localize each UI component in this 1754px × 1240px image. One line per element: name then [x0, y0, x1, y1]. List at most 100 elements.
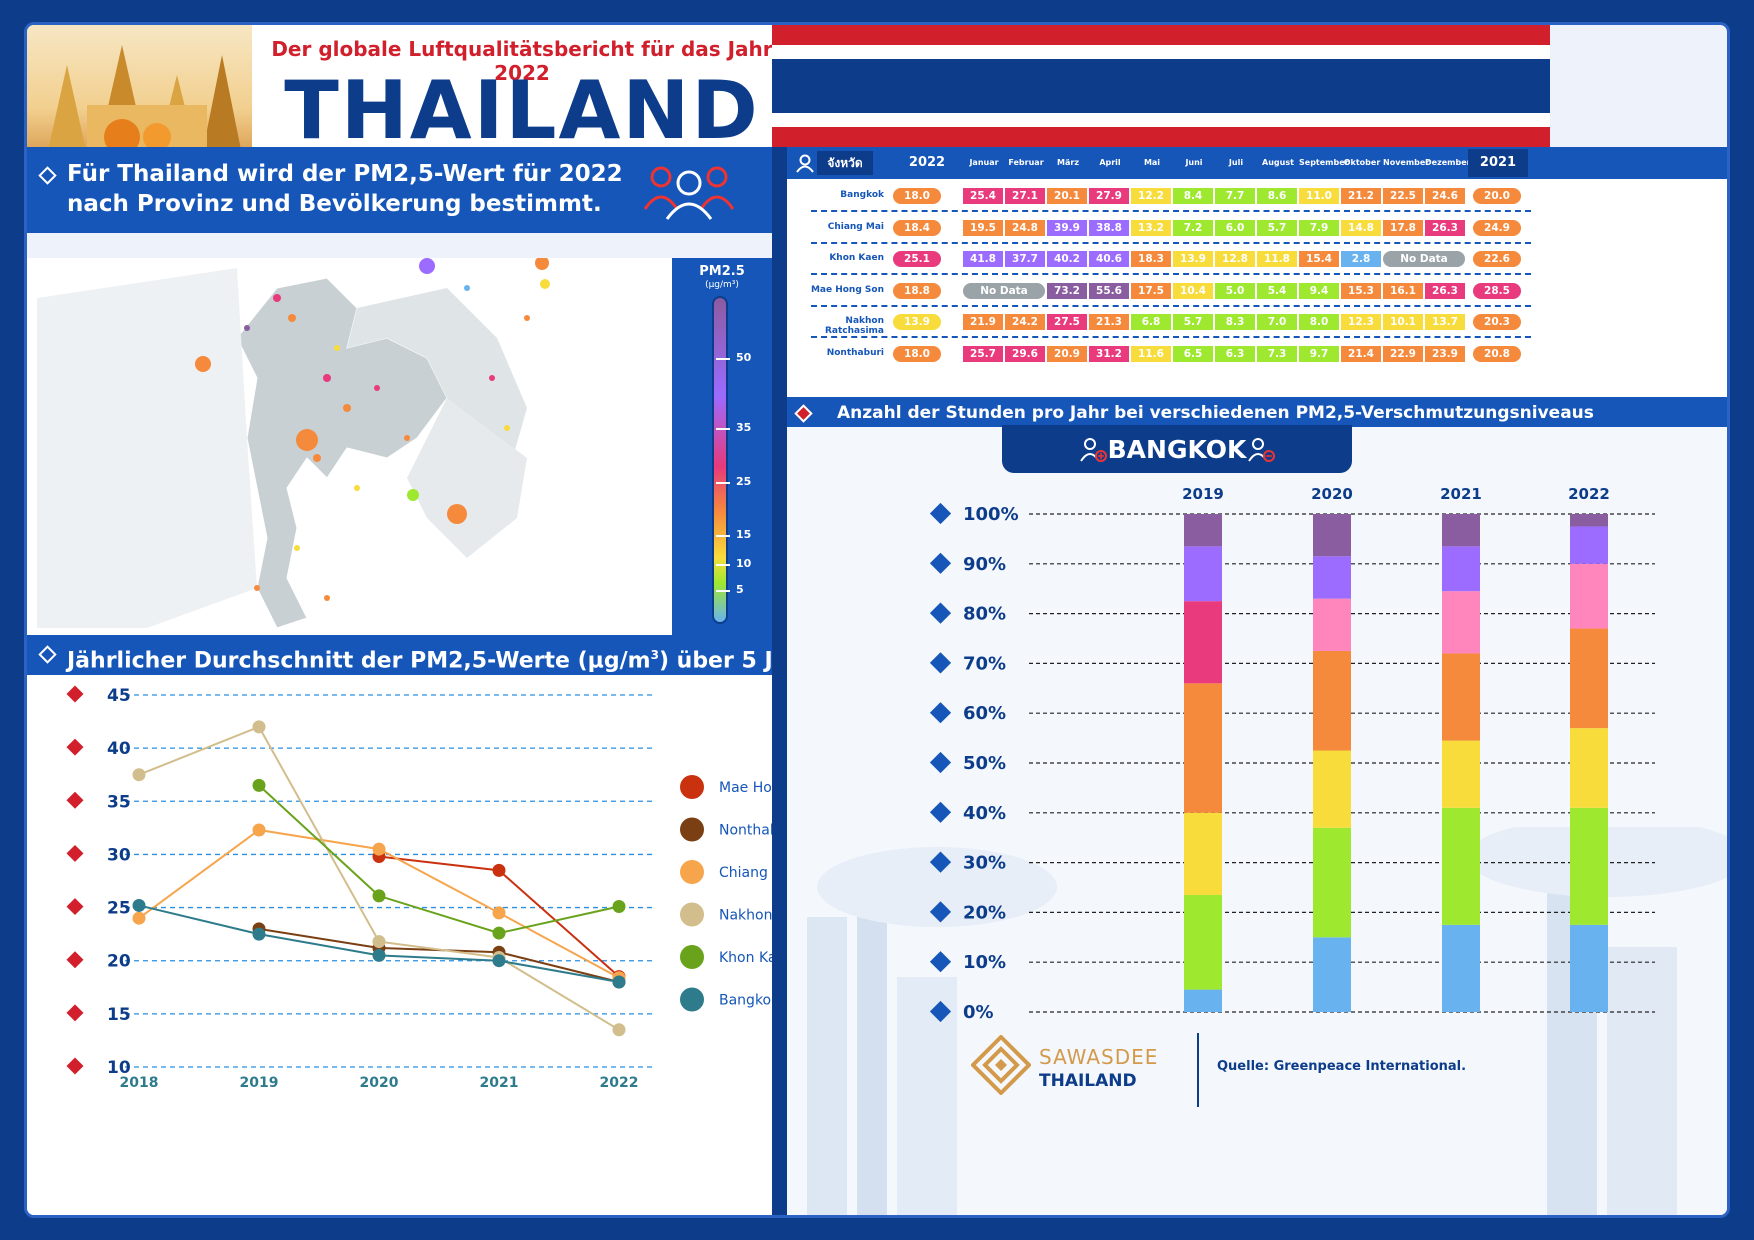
monthly-value: 5.0: [1215, 282, 1255, 299]
bar-segment: [1442, 740, 1480, 808]
monthly-value: 29.6: [1005, 345, 1045, 362]
data-point: [372, 889, 386, 903]
monthly-value: 24.6: [1425, 188, 1465, 204]
map-station-dot: [464, 285, 470, 291]
data-point: [132, 768, 146, 782]
monthly-value: 22.9: [1383, 345, 1423, 362]
monthly-value: 37.7: [1005, 251, 1045, 267]
bar-segment: [1570, 526, 1608, 564]
month-header: Februar: [1008, 158, 1044, 167]
x-tick-label: 2019: [1182, 485, 1224, 503]
map-station-dot: [313, 454, 321, 462]
y-tick-label: 90%: [963, 554, 1006, 575]
bar-segment: [1184, 601, 1222, 684]
legend-tick-mark: [716, 358, 730, 360]
map-station-dot: [524, 315, 530, 321]
line-heading-text: Jährlicher Durchschnitt der PM2,5-Werte …: [67, 648, 588, 674]
hours-heading-text: Anzahl der Stunden pro Jahr bei verschie…: [837, 403, 1594, 423]
sawasdee-logo-icon: [971, 1035, 1031, 1095]
row-separator: [811, 241, 1531, 244]
map-section-heading: Für Thailand wird der PM2,5-Wert für 202…: [27, 147, 772, 233]
bar-segment: [1184, 683, 1222, 813]
thailand-map: [37, 256, 550, 629]
bar-segment: [1570, 807, 1608, 925]
data-point: [252, 720, 266, 734]
legend-tick-label: 15: [736, 528, 752, 541]
monthly-value: 5.4: [1257, 282, 1297, 299]
y-tick-label: 10: [107, 1058, 131, 1078]
monthly-value: 13.9: [1173, 251, 1213, 267]
bar-segment: [1570, 728, 1608, 808]
legend-tick-label: 5: [736, 583, 744, 596]
monthly-value: 2.8: [1341, 251, 1381, 267]
thai-flag: [772, 25, 1550, 147]
monthly-value: 21.4: [1341, 345, 1381, 362]
bar-segment: [1313, 650, 1351, 751]
monthly-value: 41.8: [963, 251, 1003, 267]
map-heading-line1: Für Thailand wird der PM2,5-Wert für 202…: [67, 161, 623, 187]
tick-diamond-icon: [66, 844, 84, 862]
legend-tick-mark: [716, 590, 730, 592]
province-name: Khon Kaen: [829, 253, 884, 263]
tick-diamond-icon: [929, 552, 952, 574]
monthly-value: 24.2: [1005, 314, 1045, 330]
legend-swatch: [680, 775, 704, 799]
row-separator: [811, 336, 1531, 338]
diamond-icon: [38, 166, 57, 185]
monthly-value: 26.3: [1425, 219, 1465, 236]
map-station-dot: [489, 375, 495, 381]
legend-tick-label: 25: [736, 475, 752, 488]
tick-diamond-icon: [929, 901, 952, 923]
data-point: [252, 927, 266, 941]
monthly-value: 14.8: [1341, 219, 1381, 236]
tick-diamond-icon: [929, 1000, 952, 1023]
monthly-value: 7.0: [1257, 314, 1297, 330]
data-point: [132, 898, 146, 912]
monthly-value: 9.7: [1299, 345, 1339, 362]
province-name: Chiang Mai: [827, 221, 884, 232]
temple-icon: [47, 45, 242, 155]
y-tick-label: 10%: [963, 952, 1006, 973]
monthly-value: 15.3: [1341, 282, 1381, 299]
bar-segment: [1313, 514, 1351, 557]
y-tick-label: 30%: [963, 853, 1006, 874]
value-2022: 18.0: [893, 345, 941, 362]
data-point: [132, 911, 146, 925]
line-heading-sup: 3: [650, 648, 659, 662]
monthly-value: 31.2: [1089, 345, 1129, 362]
y-tick-label: 40%: [963, 803, 1006, 824]
legend-swatch: [680, 902, 704, 927]
data-point: [492, 863, 506, 877]
monthly-table: จังหวัด 2022 Januar Februar März April Mai Ju…: [787, 147, 1727, 397]
y-tick-label: 20: [107, 952, 131, 972]
legend-scale-bar: [712, 296, 728, 624]
monthly-value: No Data: [963, 282, 1045, 299]
x-tick-label: 2022: [600, 1075, 639, 1091]
map-station-dot: [324, 595, 330, 601]
monthly-value: 22.5: [1383, 188, 1423, 204]
legend-tick-mark: [716, 482, 730, 484]
infographic-frame: Der globale Luftqualitätsbericht für das…: [24, 22, 1730, 1218]
map-station-dot: [296, 429, 318, 451]
data-point: [612, 1023, 626, 1037]
data-point: [252, 823, 266, 837]
legend-unit: (µg/m³): [705, 280, 739, 290]
legend-tick-mark: [716, 564, 730, 566]
legend-entry: Khon Kaen: [719, 950, 772, 966]
map-station-dot: [407, 489, 419, 501]
monthly-value: 8.3: [1215, 314, 1255, 330]
monthly-value: 6.0: [1215, 219, 1255, 236]
map-station-dot: [343, 404, 351, 412]
tick-diamond-icon: [929, 602, 952, 624]
person-plus-icon: [1080, 438, 1107, 462]
monthly-value: 7.7: [1215, 188, 1255, 204]
table-header: จังหวัด 2022 Januar Februar März April Mai Ju…: [787, 147, 1727, 179]
pm25-map: [27, 256, 672, 635]
legend-tick-mark: [716, 428, 730, 430]
data-point: [372, 948, 386, 962]
value-2022: 13.9: [893, 314, 941, 330]
month-header: März: [1057, 158, 1079, 167]
bar-segment: [1313, 750, 1351, 828]
legend-tick-label: 50: [736, 351, 752, 364]
monthly-value: 8.6: [1257, 188, 1297, 204]
